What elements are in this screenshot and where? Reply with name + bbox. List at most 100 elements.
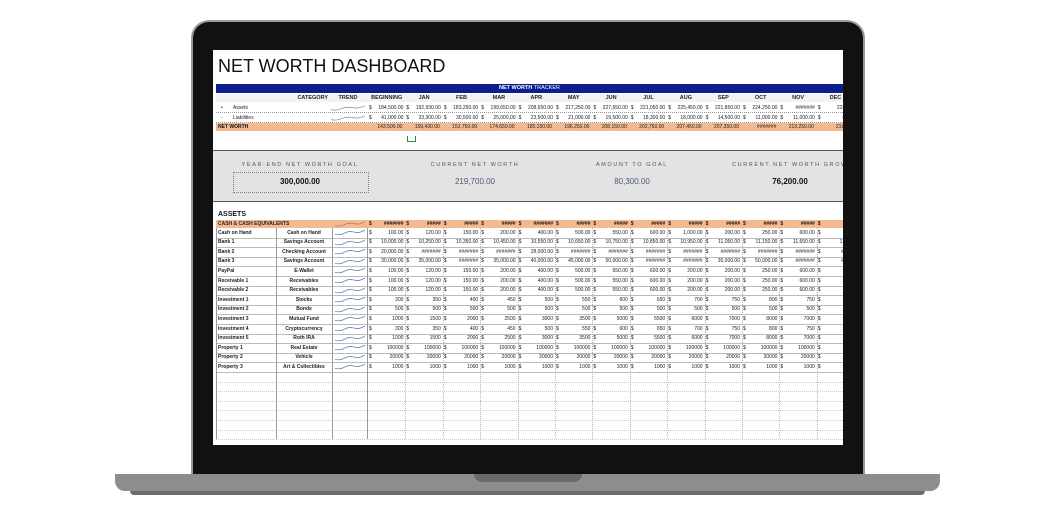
currency-symbol: $ — [518, 354, 522, 361]
currency-symbol: $ — [556, 325, 559, 332]
currency-symbol: $ — [556, 248, 559, 255]
currency-symbol: $ — [780, 344, 784, 351]
currency-symbol: $ — [668, 306, 671, 313]
currency-symbol: $ — [518, 315, 522, 322]
currency-symbol: $ — [593, 354, 597, 361]
currency-symbol: $ — [518, 248, 522, 255]
currency-symbol: $ — [406, 239, 410, 246]
currency-symbol: $ — [743, 306, 746, 313]
section-row-bg — [216, 220, 843, 228]
asset-value: 20000 — [763, 354, 778, 361]
asset-value: 200.00 — [724, 287, 740, 294]
sparkline — [330, 115, 366, 121]
sparkline — [334, 296, 366, 303]
currency-symbol: $ — [630, 115, 634, 121]
sparkline-line — [334, 258, 366, 264]
currency-symbol: $ — [443, 267, 447, 274]
asset-value: ####### — [757, 248, 778, 255]
asset-value: 650 — [656, 325, 666, 332]
currency-symbol: $ — [630, 287, 634, 294]
sparkline — [334, 316, 366, 322]
asset-value: ####### — [645, 258, 666, 265]
row-grid-line — [216, 276, 843, 277]
kpi-panel — [213, 150, 843, 202]
row-label: Assets — [233, 105, 249, 111]
asset-category: Cash on Hand — [287, 229, 321, 236]
asset-value: 10,350.00 — [455, 239, 479, 246]
asset-value: 10,650.00 — [568, 239, 591, 246]
currency-symbol: $ — [369, 277, 372, 284]
asset-value: 50,000.00 — [755, 258, 778, 265]
net-worth-value: 143,500.00 — [377, 124, 403, 130]
asset-value: 10,550.00 — [530, 239, 553, 246]
asset-value: 100000 — [386, 344, 404, 351]
currency-symbol: $ — [593, 105, 597, 111]
asset-value: 1000 — [579, 363, 591, 370]
asset-value: 200.00 — [687, 277, 703, 284]
currency-symbol: $ — [369, 115, 372, 121]
asset-value: 3500 — [579, 315, 591, 322]
currency-symbol: $ — [593, 277, 597, 284]
row-grid-line — [216, 429, 843, 431]
row-grid-line — [216, 372, 843, 373]
currency-symbol: $ — [817, 306, 821, 313]
asset-value: 20000 — [501, 354, 516, 361]
currency-symbol: $ — [743, 277, 746, 284]
summary-value: ####### — [795, 105, 815, 111]
asset-value: 100.00 — [388, 229, 404, 236]
asset-value: 20000 — [651, 354, 666, 361]
sparkline-line — [334, 221, 366, 227]
asset-value: 35,000.00 — [717, 258, 740, 265]
asset-value: 750 — [806, 296, 815, 303]
row-grid-line — [216, 439, 843, 441]
asset-value: 550.00 — [612, 229, 628, 236]
currency-symbol: $ — [369, 325, 372, 332]
asset-value: 8000 — [766, 335, 778, 342]
currency-symbol: $ — [369, 315, 372, 322]
currency-symbol: $ — [593, 306, 597, 313]
asset-name: Investment 5 — [218, 335, 249, 342]
currency-symbol: $ — [518, 221, 522, 227]
asset-value: 200.00 — [500, 287, 516, 294]
asset-value: ####### — [683, 248, 703, 255]
column-header: JAN — [418, 95, 430, 101]
asset-value: 10,850.00 — [642, 239, 666, 246]
currency-symbol: $ — [481, 105, 484, 111]
asset-value: 3500 — [579, 335, 591, 342]
asset-value: 650 — [656, 296, 666, 303]
sparkline — [334, 354, 366, 360]
asset-value: 100000 — [648, 344, 666, 351]
row-grid-line — [216, 400, 843, 402]
asset-value: 100000 — [611, 344, 628, 351]
asset-value: 20000 — [389, 354, 404, 361]
col-grid-line — [592, 228, 594, 440]
asset-value: 500.00 — [575, 267, 591, 274]
summary-value: 208,650.00 — [527, 105, 553, 111]
currency-symbol: $ — [556, 344, 559, 351]
currency-symbol: $ — [406, 354, 410, 361]
column-header: BEGINNING — [371, 95, 403, 101]
currency-symbol: $ — [630, 344, 634, 351]
asset-value: 200.00 — [724, 267, 740, 274]
asset-category: Stocks — [295, 296, 313, 303]
currency-symbol: $ — [780, 267, 784, 274]
currency-symbol: $ — [518, 239, 522, 246]
asset-value: 200.00 — [687, 267, 703, 274]
currency-symbol: $ — [593, 325, 597, 332]
currency-symbol: $ — [817, 277, 821, 284]
asset-value: 3000 — [541, 335, 553, 342]
column-header: SEP — [717, 95, 729, 101]
summary-value: 225,70 — [836, 105, 843, 111]
column-header: JUN — [605, 95, 617, 101]
asset-value: 400 — [469, 296, 479, 303]
currency-symbol: $ — [630, 363, 634, 370]
asset-value: 100000 — [798, 344, 815, 351]
currency-symbol: $ — [406, 335, 410, 342]
goal-input-box[interactable] — [233, 172, 369, 193]
asset-value: 600.00 — [799, 267, 815, 274]
asset-value: ####### — [645, 248, 666, 255]
currency-symbol: $ — [481, 258, 484, 265]
currency-symbol: $ — [481, 315, 484, 322]
asset-value: 10,750.00 — [605, 239, 628, 246]
